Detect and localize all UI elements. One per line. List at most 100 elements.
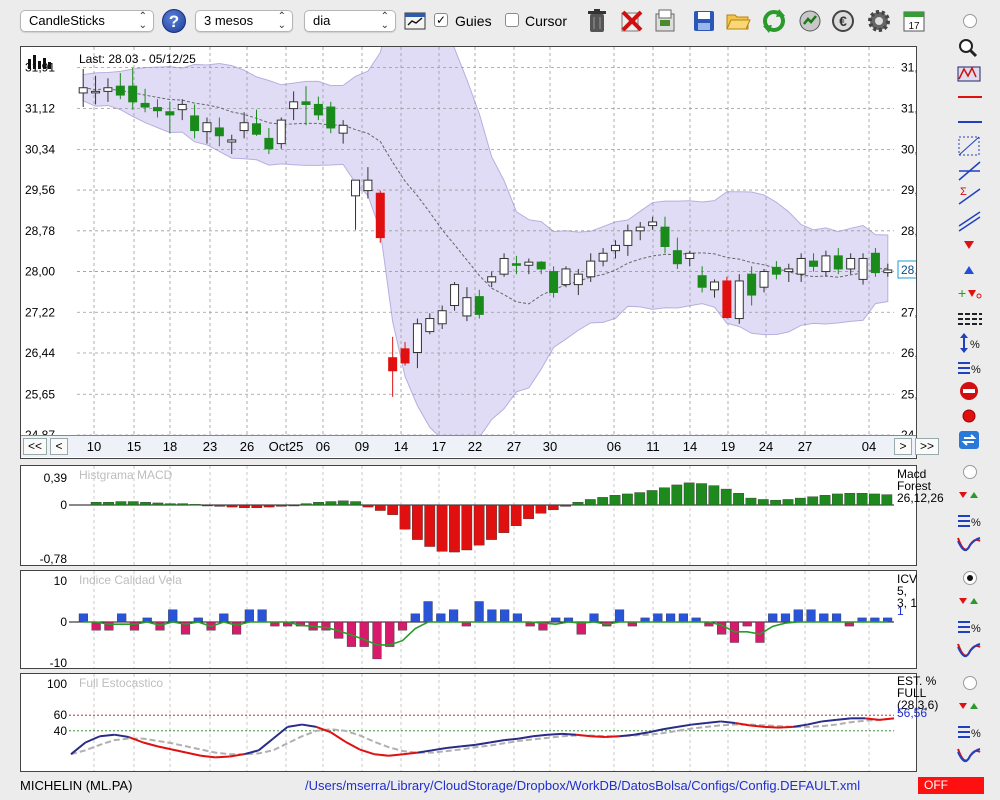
icv-label-line: 5, 3, 1	[897, 584, 918, 610]
guides-checkbox[interactable]: ✓	[434, 13, 448, 27]
stochastic-k-segment	[691, 722, 707, 726]
percent-range-icon[interactable]: %	[955, 330, 985, 354]
macd-bar	[276, 504, 287, 507]
candle-body	[610, 244, 620, 252]
chart-config-icon[interactable]	[401, 7, 429, 35]
macd-bar	[201, 504, 213, 507]
stochastic-k-segment	[344, 740, 361, 751]
macd-bar	[436, 504, 448, 552]
macd-bar	[622, 493, 633, 506]
move-up-down-icon[interactable]	[955, 589, 985, 613]
cursor-checkbox[interactable]	[505, 13, 519, 27]
indicator-curve-icon[interactable]	[955, 639, 985, 663]
move-up-down-icon[interactable]	[955, 694, 985, 718]
icv-bar	[372, 621, 382, 660]
panel-select-radio-main[interactable]	[963, 14, 977, 28]
candle-body	[375, 192, 385, 239]
horizontal-line-red-icon[interactable]	[955, 85, 985, 109]
macd-panel[interactable]: 0,39 0 -0,78 Histgrama MACD Macd Forest 26…	[20, 465, 944, 566]
icv-bar	[359, 621, 369, 647]
panel-select-radio[interactable]	[963, 465, 977, 479]
stochastic-k-segment	[417, 749, 433, 754]
delete-red-x-icon[interactable]	[618, 7, 646, 35]
percent-lines-icon[interactable]: %	[955, 355, 985, 379]
candle-body	[388, 357, 398, 372]
arrow-down-red-icon[interactable]	[955, 232, 985, 256]
svg-text:Σ: Σ	[960, 186, 967, 198]
open-folder-icon[interactable]	[724, 7, 752, 35]
icv-bar	[117, 613, 127, 623]
icv-bar	[831, 613, 842, 623]
stochastic-panel[interactable]: 100 60 40 Full Estocastico EST. % FULL (28…	[20, 673, 938, 772]
icv-bar	[474, 601, 484, 623]
nav-first-button[interactable]: <<	[23, 438, 47, 455]
percent-lines-icon[interactable]: %	[955, 719, 985, 743]
y-tick-left: 27,22	[25, 305, 55, 319]
forecast-icon[interactable]	[796, 7, 824, 35]
indicator-curve-icon[interactable]	[955, 533, 985, 557]
stochastic-k-segment	[648, 728, 664, 734]
toolbar: CandleSticks ⌃ ⌄ ? 3 mesos ⌃ ⌄ dia ⌃ ⌄ ✓ Gu…	[0, 0, 1000, 42]
horizontal-line-blue-icon[interactable]	[955, 110, 985, 134]
stochastic-k-segment	[157, 745, 173, 751]
currency-euro-icon[interactable]: €	[829, 7, 857, 35]
candle-body	[846, 257, 856, 270]
nav-last-button[interactable]: >>	[915, 438, 939, 455]
chart-type-select[interactable]: CandleSticks ⌃ ⌄	[20, 10, 154, 32]
icv-bar	[321, 621, 331, 631]
candle-body	[338, 124, 348, 134]
refresh-icon[interactable]	[760, 7, 788, 35]
zoom-icon[interactable]	[955, 36, 985, 60]
help-button[interactable]: ?	[162, 9, 186, 33]
copy-doc-icon[interactable]	[651, 7, 679, 35]
mode-status-badge[interactable]: OFF	[918, 777, 984, 794]
fibonacci-icon[interactable]	[955, 134, 985, 158]
candle-body	[78, 87, 88, 94]
nav-next-button[interactable]: >	[894, 438, 912, 455]
candle-body	[239, 122, 249, 132]
macd-bar	[597, 497, 609, 506]
y-tick-right: 27,22	[901, 305, 916, 319]
add-remove-icon[interactable]: +	[955, 281, 985, 305]
candle-body	[549, 271, 559, 293]
stochastic-k-segment	[460, 743, 476, 748]
icv-panel[interactable]: 10 0 -10 Indice Calidad Vela ICV 5, 3, 1 1	[20, 570, 917, 669]
parallel-lines-icon[interactable]	[955, 208, 985, 232]
candle-body	[870, 252, 880, 274]
last-price-tag: 28,03	[901, 263, 916, 277]
panel-select-radio[interactable]	[963, 676, 977, 690]
macd-bar	[696, 483, 707, 506]
indicator-curve-icon[interactable]	[955, 744, 985, 768]
candle-body	[190, 115, 200, 132]
macd-bar	[300, 503, 312, 506]
interval-value: dia	[313, 13, 331, 28]
period-select[interactable]: 3 mesos ⌃ ⌄	[195, 10, 293, 32]
arrow-up-blue-icon[interactable]	[955, 257, 985, 281]
sum-line-icon[interactable]: Σ	[955, 183, 985, 207]
list-lines-icon[interactable]	[955, 306, 985, 330]
candle-body	[363, 179, 373, 192]
price-chart-panel[interactable]: 31,9131,9131,1231,1230,3430,3429,5629,56…	[20, 46, 939, 459]
config-path-link[interactable]: /Users/mserra/Library/CloudStorage/Dropb…	[305, 778, 861, 793]
candle-body	[833, 255, 843, 270]
guides-label: Guies	[455, 13, 492, 29]
trash-icon[interactable]	[583, 7, 611, 35]
record-dot-icon[interactable]	[955, 404, 985, 428]
calendar-icon[interactable]: 17	[900, 7, 928, 35]
percent-lines-icon[interactable]: %	[955, 614, 985, 638]
save-disk-icon[interactable]	[690, 7, 718, 35]
candle-compare-icon[interactable]	[955, 61, 985, 85]
nav-prev-button[interactable]: <	[50, 438, 68, 455]
no-entry-icon[interactable]	[955, 379, 985, 403]
x-axis-label: 14	[682, 439, 698, 454]
panel-select-radio[interactable]	[963, 571, 977, 585]
interval-select[interactable]: dia ⌃ ⌄	[304, 10, 396, 32]
symbol-label: MICHELIN (ML.PA)	[20, 778, 133, 793]
move-up-down-icon[interactable]	[955, 483, 985, 507]
bar-chart-icon	[28, 55, 51, 69]
percent-lines-icon[interactable]: %	[955, 508, 985, 532]
settings-gear-icon[interactable]	[865, 7, 893, 35]
swap-arrows-icon[interactable]	[955, 428, 985, 452]
trend-line-icon[interactable]	[955, 159, 985, 183]
macd-bar	[239, 504, 250, 508]
